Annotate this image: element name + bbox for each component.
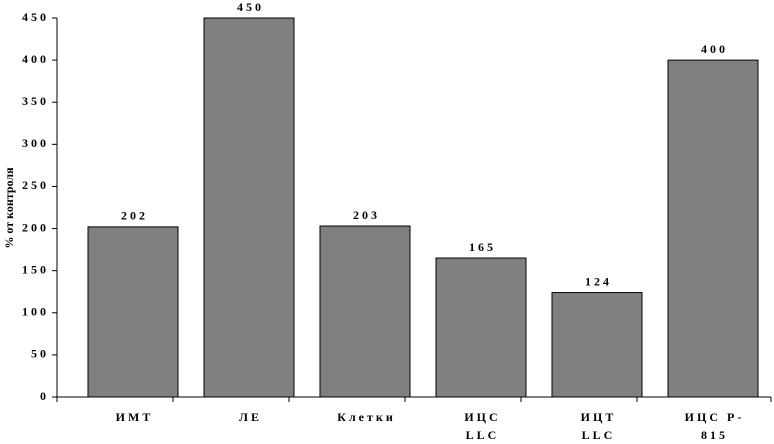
y-tick-label: 250 bbox=[22, 178, 49, 192]
bar bbox=[203, 17, 295, 398]
data-label: 165 bbox=[469, 240, 496, 254]
bar bbox=[551, 292, 643, 398]
y-tick-label: 450 bbox=[22, 10, 49, 24]
bar bbox=[87, 226, 179, 398]
y-tick-label: 350 bbox=[22, 94, 49, 108]
data-label: 450 bbox=[237, 0, 264, 14]
x-tick-label: ИМТ bbox=[115, 410, 154, 424]
data-label: 203 bbox=[353, 208, 380, 222]
x-tick-label: ИЦС Р- 815 bbox=[684, 410, 745, 442]
bar bbox=[435, 257, 527, 398]
bar bbox=[667, 59, 759, 398]
y-tick-label: 100 bbox=[22, 305, 49, 319]
y-tick-label: 0 bbox=[40, 389, 49, 403]
y-tick-label: 200 bbox=[22, 220, 49, 234]
y-axis-label: % от контроля bbox=[2, 167, 16, 249]
y-tick-label: 150 bbox=[22, 262, 49, 276]
y-tick-label: 400 bbox=[22, 52, 49, 66]
bar bbox=[319, 225, 411, 398]
data-label: 202 bbox=[121, 209, 148, 223]
x-tick-label: ЛЕ bbox=[239, 410, 262, 424]
y-tick-label: 50 bbox=[31, 347, 49, 361]
data-label: 400 bbox=[701, 42, 728, 56]
data-label: 124 bbox=[585, 274, 612, 288]
y-tick-label: 300 bbox=[22, 136, 49, 150]
x-tick-label: ИЦС LLC bbox=[464, 410, 501, 442]
x-tick-label: Клетки bbox=[337, 410, 396, 424]
x-tick-label: ИЦТ LLC bbox=[580, 410, 617, 442]
